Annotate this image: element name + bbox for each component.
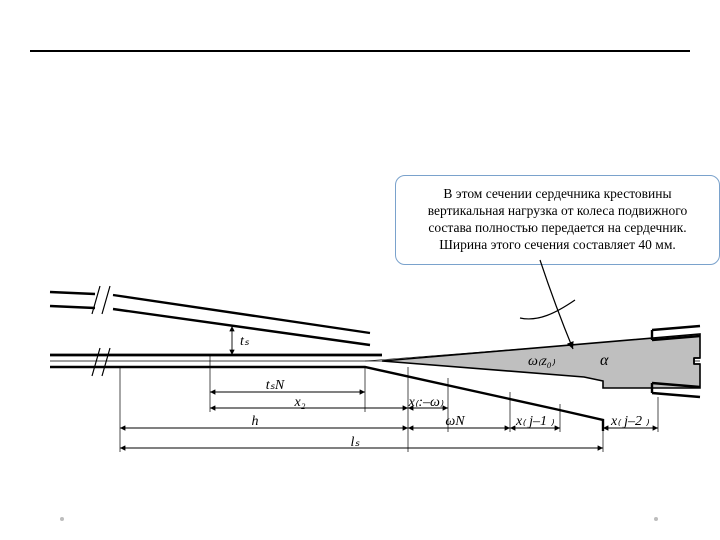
label-x2: x₂ (293, 395, 305, 410)
upper-rail (50, 292, 700, 345)
dim-lines (120, 392, 658, 448)
label-xj2: x₍ j–2 ₎ (610, 414, 650, 429)
footer-dot-left (60, 517, 64, 521)
footer-dot-right (654, 517, 658, 521)
frog-diagram: tₛ ω₍z₀₎ α tₛN x₂ x₍:–ω₎ h ωN x₍ j–1 ₎ (0, 0, 720, 540)
label-xom: x₍:–ω₎ (408, 395, 444, 410)
label-wz0: ω₍z₀₎ (528, 354, 556, 369)
label-alpha: α (600, 352, 609, 369)
label-tsN: tₛN (266, 378, 285, 393)
label-ls: lₛ (350, 435, 360, 450)
label-h: h (252, 414, 259, 429)
label-wN: ωN (445, 414, 465, 429)
label-ts: tₛ (240, 334, 250, 349)
decorative-curve (520, 300, 575, 319)
break-marks (92, 286, 110, 376)
label-xj1: x₍ j–1 ₎ (515, 414, 555, 429)
